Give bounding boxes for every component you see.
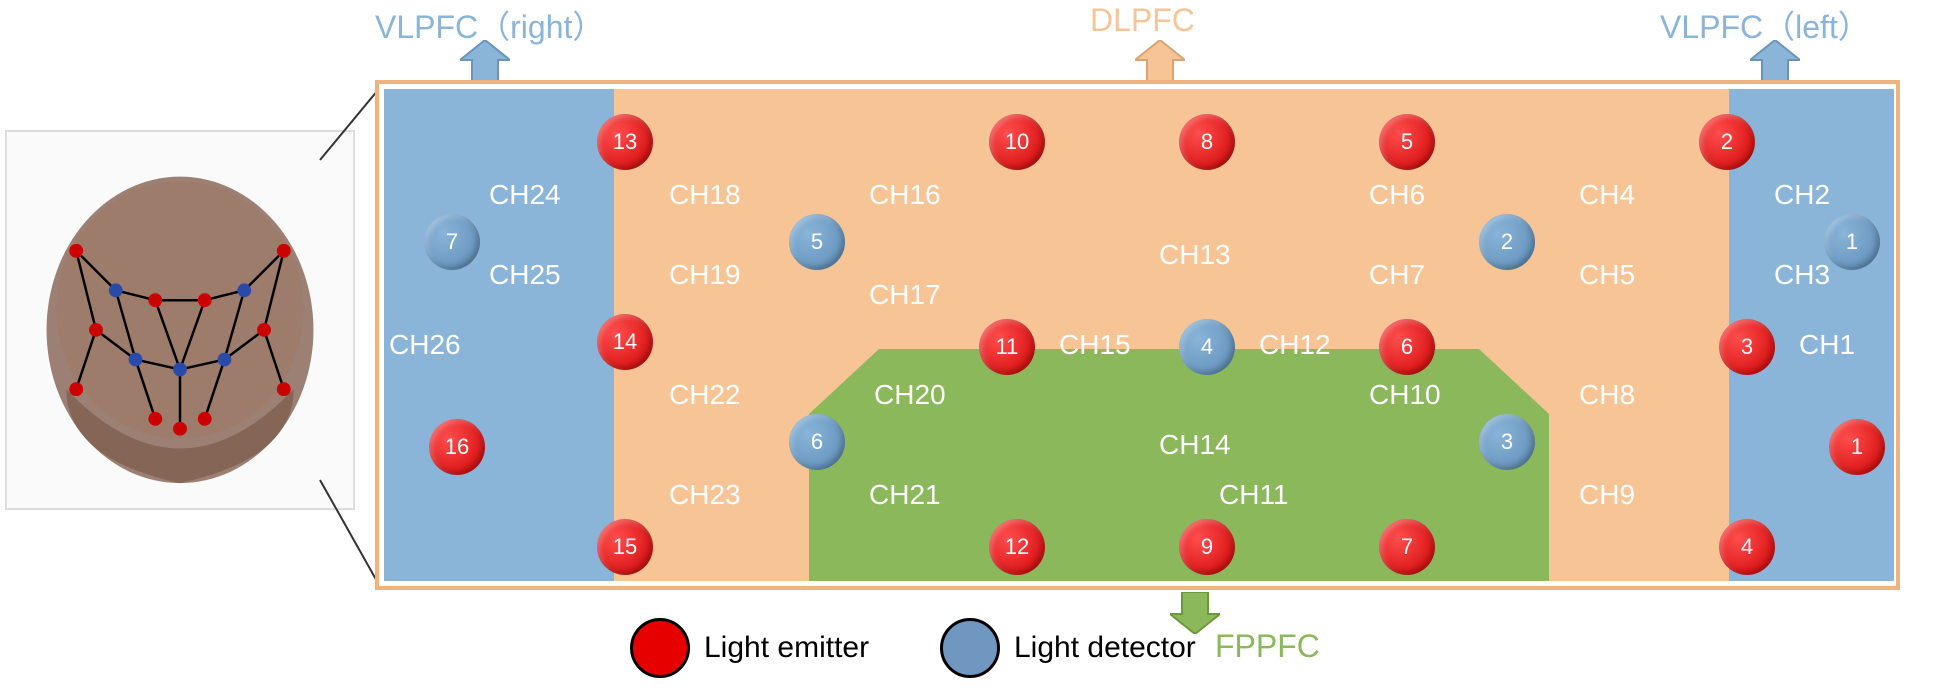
emitter-11: 11 <box>979 319 1035 375</box>
channel-label-ch2: CH2 <box>1774 179 1830 211</box>
label-dlpfc: DLPFC <box>1090 2 1195 39</box>
emitter-8: 8 <box>1179 114 1235 170</box>
channel-label-ch16: CH16 <box>869 179 941 211</box>
emitter-10: 10 <box>989 114 1045 170</box>
arrow-vlpfc-left <box>1750 40 1800 82</box>
channel-label-ch18: CH18 <box>669 179 741 211</box>
channel-label-ch4: CH4 <box>1579 179 1635 211</box>
channel-label-ch6: CH6 <box>1369 179 1425 211</box>
emitter-14: 14 <box>597 314 653 370</box>
channel-label-ch21: CH21 <box>869 479 941 511</box>
legend-detector: Light detector <box>940 618 1196 678</box>
channel-label-ch3: CH3 <box>1774 259 1830 291</box>
emitter-1: 1 <box>1829 419 1885 475</box>
emitter-6: 6 <box>1379 319 1435 375</box>
emitter-16: 16 <box>429 419 485 475</box>
detector-7: 7 <box>424 214 480 270</box>
channel-label-ch17: CH17 <box>869 279 941 311</box>
channel-label-ch7: CH7 <box>1369 259 1425 291</box>
channel-label-ch10: CH10 <box>1369 379 1441 411</box>
region-dlpfc <box>614 89 1729 581</box>
channel-label-ch25: CH25 <box>489 259 561 291</box>
channel-label-ch12: CH12 <box>1259 329 1331 361</box>
legend-emitter-dot <box>630 618 690 678</box>
emitter-13: 13 <box>597 114 653 170</box>
brain-svg <box>7 132 353 508</box>
channel-label-ch15: CH15 <box>1059 329 1131 361</box>
emitter-9: 9 <box>1179 519 1235 575</box>
channel-label-ch11: CH11 <box>1219 479 1289 511</box>
detector-4: 4 <box>1179 319 1235 375</box>
channel-label-ch1: CH1 <box>1799 329 1855 361</box>
figure-container: VLPFC（right） DLPFC VLPFC（left） FPPFC CH2… <box>0 0 1943 688</box>
emitter-12: 12 <box>989 519 1045 575</box>
channel-label-ch20: CH20 <box>874 379 946 411</box>
channel-label-ch9: CH9 <box>1579 479 1635 511</box>
channel-label-ch13: CH13 <box>1159 239 1231 271</box>
arrow-vlpfc-right <box>460 40 510 82</box>
channel-label-ch24: CH24 <box>489 179 561 211</box>
detector-6: 6 <box>789 414 845 470</box>
emitter-5: 5 <box>1379 114 1435 170</box>
channel-label-ch8: CH8 <box>1579 379 1635 411</box>
detector-1: 1 <box>1824 214 1880 270</box>
legend-detector-label: Light detector <box>1014 631 1196 665</box>
channel-label-ch19: CH19 <box>669 259 741 291</box>
brain-panel <box>5 130 355 510</box>
channel-label-ch5: CH5 <box>1579 259 1635 291</box>
detector-2: 2 <box>1479 214 1535 270</box>
main-panel: CH24CH18CH16CH13CH6CH4CH2CH25CH19CH17CH7… <box>375 80 1900 590</box>
emitter-2: 2 <box>1699 114 1755 170</box>
channel-label-ch22: CH22 <box>669 379 741 411</box>
label-fppfc: FPPFC <box>1215 628 1320 665</box>
detector-3: 3 <box>1479 414 1535 470</box>
legend-emitter-label: Light emitter <box>704 631 869 665</box>
emitter-15: 15 <box>597 519 653 575</box>
arrow-dlpfc <box>1135 40 1185 82</box>
emitter-3: 3 <box>1719 319 1775 375</box>
detector-5: 5 <box>789 214 845 270</box>
channel-label-ch26: CH26 <box>389 329 461 361</box>
emitter-4: 4 <box>1719 519 1775 575</box>
channel-label-ch14: CH14 <box>1159 429 1231 461</box>
emitter-7: 7 <box>1379 519 1435 575</box>
legend-detector-dot <box>940 618 1000 678</box>
legend-emitter: Light emitter <box>630 618 869 678</box>
channel-label-ch23: CH23 <box>669 479 741 511</box>
